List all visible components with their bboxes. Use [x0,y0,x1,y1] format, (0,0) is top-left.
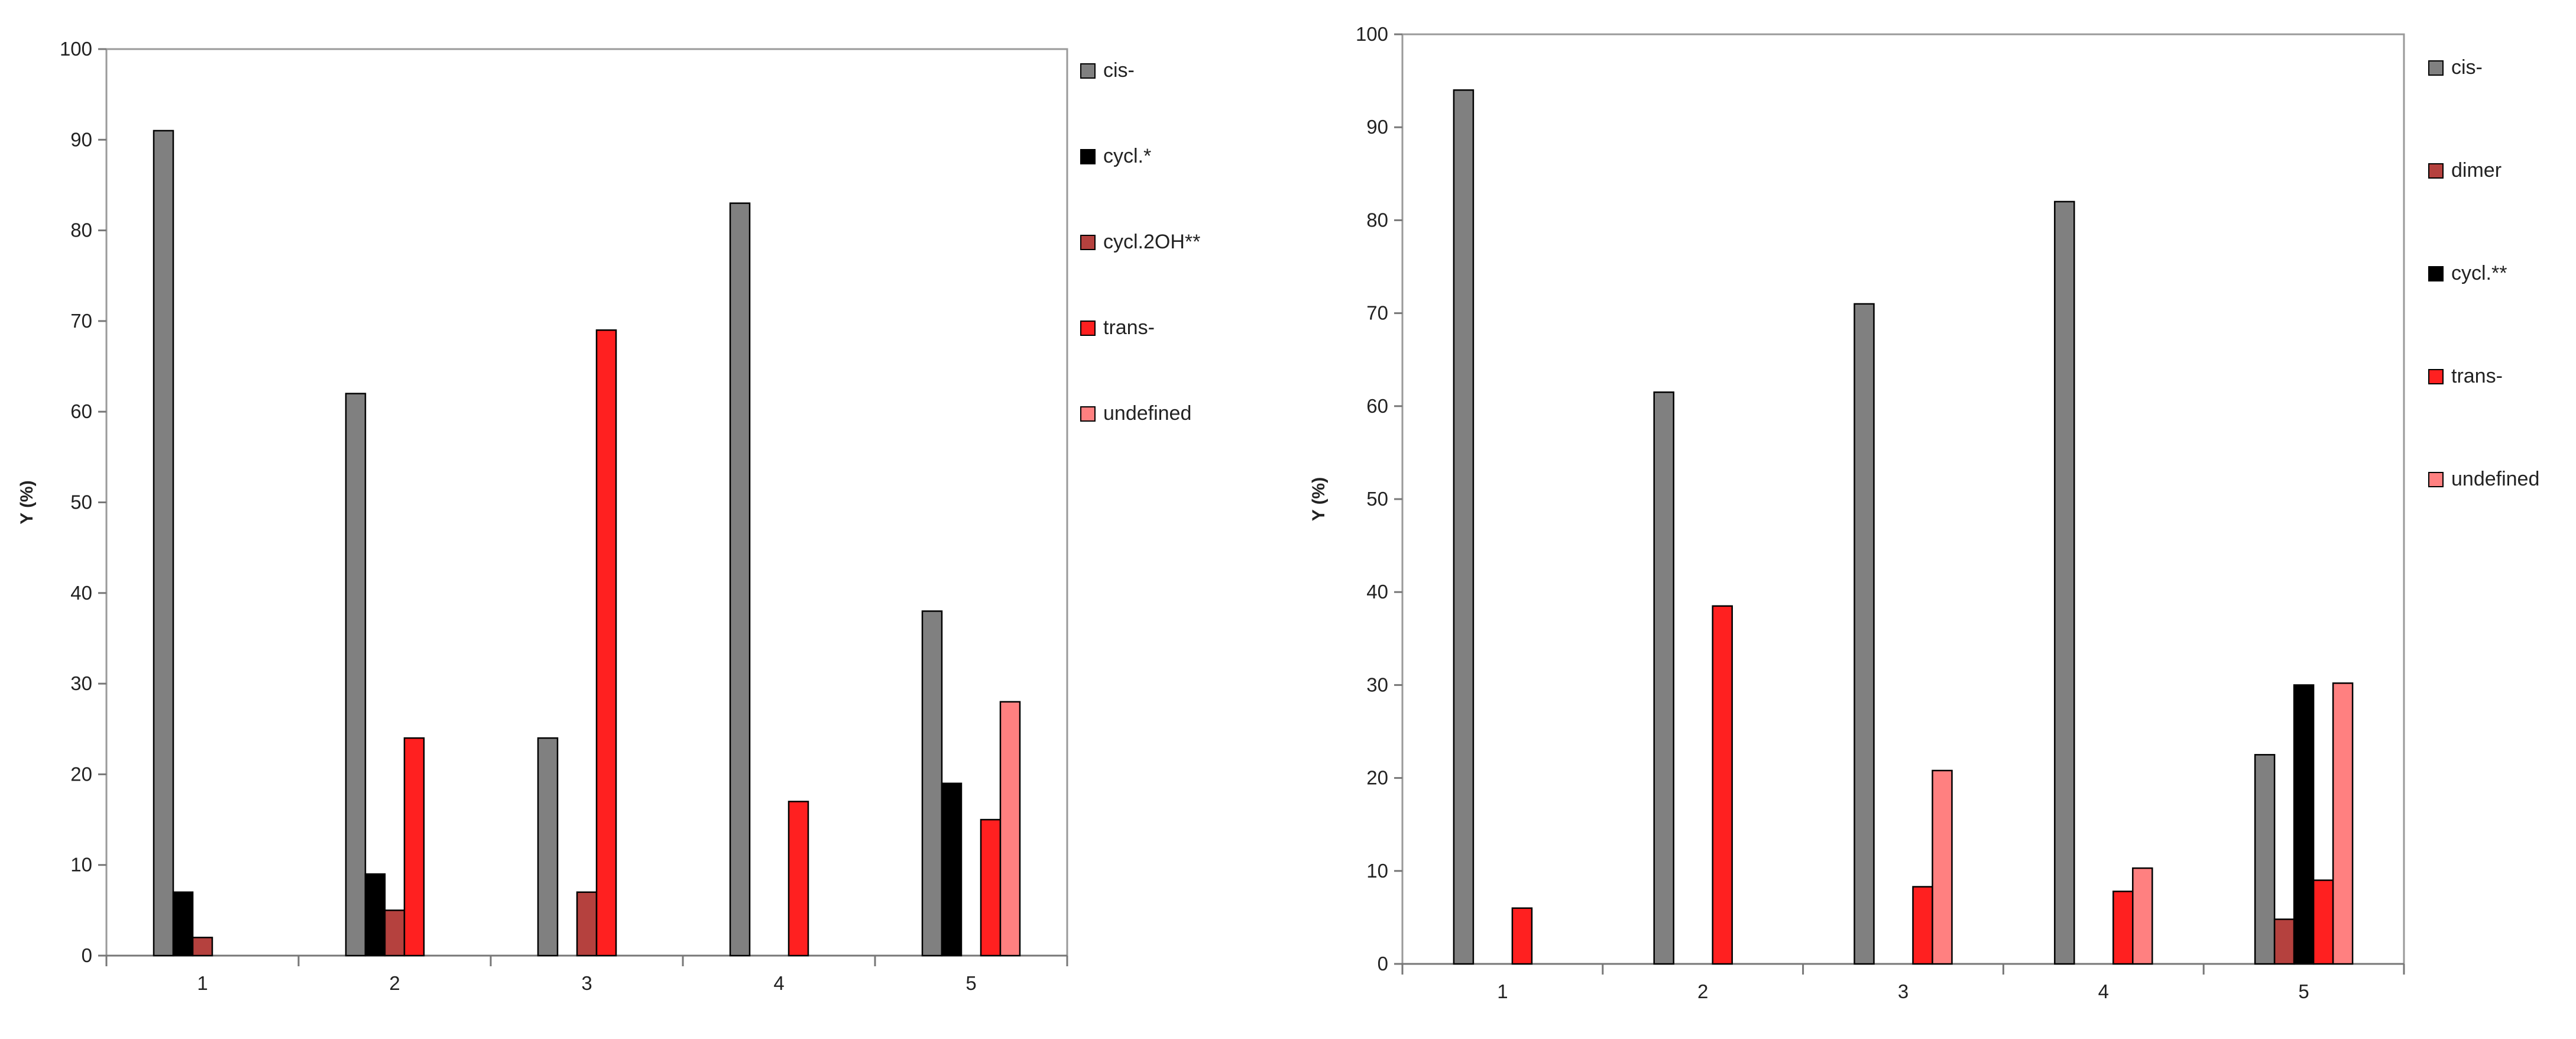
bar-cis-cat-2 [345,393,367,957]
y-tick-label: 90 [70,128,92,150]
y-tick-label: 80 [1366,209,1388,231]
legend-swatch [1080,406,1096,422]
legend-label: trans- [2451,365,2503,387]
y-tick-label: 0 [1378,953,1388,975]
bar-cycl-cat-5 [2293,684,2315,965]
bar-trans-cat-2 [1712,605,1733,965]
y-tick-label: 30 [1366,674,1388,695]
legend-label: cis- [2451,56,2483,79]
y-tick-label: 70 [1366,302,1388,324]
y-tick-label: 50 [1366,488,1388,510]
bar-trans-cat-1 [1511,907,1533,965]
x-tick-label: 2 [389,972,400,994]
bar-cis-cat-4 [729,202,751,957]
bar-trans-cat-3 [595,329,617,957]
y-tick-label: 70 [70,310,92,332]
legend-swatch [2428,163,2444,179]
y-tick-label: 10 [1366,860,1388,882]
legend-label: cycl.2OH** [1103,231,1200,253]
y-tick-label: 60 [1366,395,1388,417]
x-tick-label: 3 [581,972,592,994]
y-axis-label: Y (%) [17,480,37,524]
bar-chart-2: 0 10 20 30 40 50 60 70 80 90 100 1 2 3 4 5 Y (%) cis-dime… [1309,23,2539,1002]
y-tick-label: 10 [70,854,92,876]
bar-cycl-2OH-cat-3 [576,891,598,957]
bar-trans-cat-5 [2312,879,2334,965]
bar-cis-cat-5 [921,610,943,957]
bar-trans-cat-5 [980,818,1002,957]
bar-trans-cat-3 [1912,886,1933,965]
bar-chart-1: 0 10 20 30 40 50 60 70 80 90 100 1 2 3 4 5 Y (%) cis-cycl… [17,38,1200,994]
legend-label: cis- [1103,59,1135,82]
y-tick-label: 20 [1366,767,1388,789]
legend-swatch [1080,321,1096,336]
bar-dimer-cat-5 [2273,918,2295,965]
bar-cis-cat-3 [1854,303,1875,965]
x-tick-label: 2 [1697,980,1708,1002]
y-axis-label: Y (%) [1309,477,1328,521]
bar-cycl-2OH-cat-2 [384,909,406,957]
bar-undefined-cat-3 [1932,769,1953,965]
legend-label: undefined [1103,402,1191,425]
y-tick-label: 100 [60,38,92,60]
legend-label: dimer [2451,159,2502,182]
bar-cis-cat-1 [153,130,174,957]
legend-label: cycl.** [2451,262,2507,284]
x-tick-label: 4 [2098,980,2109,1002]
y-tick-label: 20 [70,763,92,785]
bar-undefined-cat-4 [2132,867,2153,965]
plot-area [1401,33,2405,965]
legend-swatch [1080,235,1096,250]
bar-cis-cat-4 [2054,200,2075,965]
legend-swatch [2428,266,2444,281]
y-tick-label: 40 [1366,581,1388,603]
legend-label: undefined [2451,468,2539,490]
bar-undefined-cat-5 [2332,682,2354,965]
bar-trans-cat-4 [2112,891,2134,965]
x-tick-label: 1 [197,972,208,994]
y-tick-label: 0 [82,944,92,966]
legend-label: cycl.* [1103,145,1151,167]
y-tick-label: 40 [70,582,92,604]
legend-swatch [2428,472,2444,487]
bar-trans-cat-4 [788,801,809,957]
x-tick-label: 1 [1497,980,1508,1002]
legend-swatch [2428,60,2444,76]
bar-cycl-cat-2 [364,873,386,957]
bar-cis-cat-3 [537,737,559,957]
x-tick-label: 3 [1898,980,1908,1002]
y-tick-label: 60 [70,400,92,422]
x-tick-label: 5 [965,972,976,994]
y-tick-label: 100 [1356,23,1388,45]
legend-swatch [1080,149,1096,164]
bar-cis-cat-2 [1653,391,1674,965]
bar-cis-cat-5 [2254,754,2276,965]
x-tick-label: 5 [2298,980,2309,1002]
y-tick-label: 80 [70,219,92,241]
bar-undefined-cat-5 [999,701,1021,957]
bar-cis-cat-1 [1453,89,1475,965]
bar-cycl-2OH-cat-1 [192,937,213,957]
bar-cycl-cat-5 [941,782,963,957]
y-tick-label: 30 [70,672,92,694]
bar-trans-cat-2 [403,737,425,957]
y-tick-label: 90 [1366,116,1388,138]
legend-label: trans- [1103,316,1155,339]
legend-swatch [2428,369,2444,384]
x-tick-label: 4 [773,972,784,994]
legend-swatch [1080,63,1096,79]
bar-cycl-cat-1 [172,891,194,957]
y-tick-label: 50 [70,491,92,513]
